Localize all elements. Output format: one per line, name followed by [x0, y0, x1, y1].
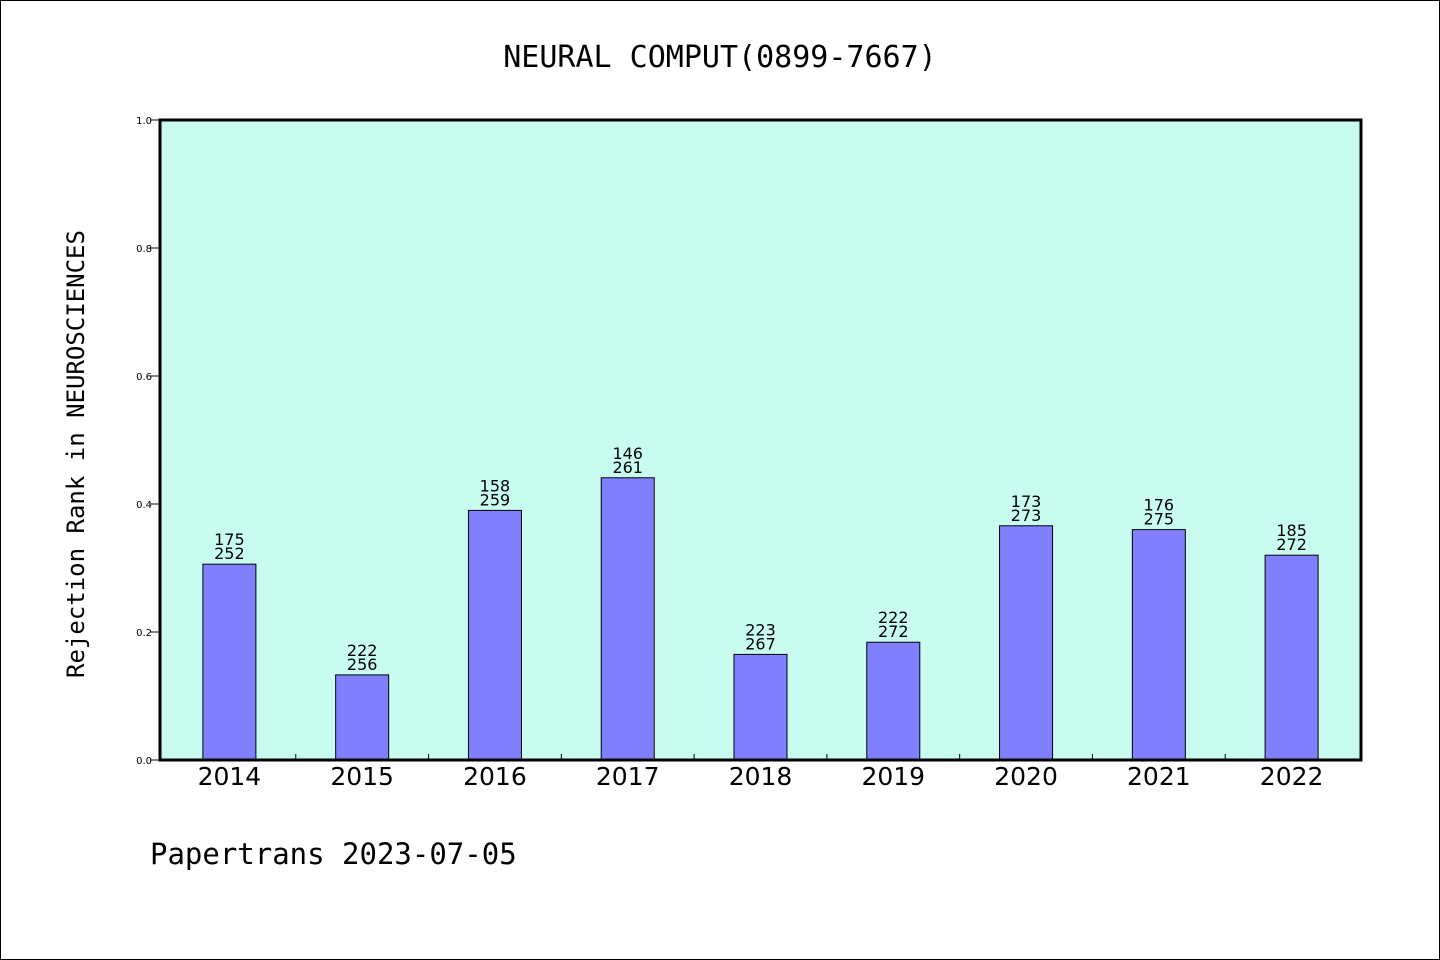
bar-2014: [202, 563, 257, 761]
y-tick-label: 0.6: [136, 372, 152, 383]
y-tick-label: 0.2: [136, 628, 152, 639]
bar-label-top: 173: [1011, 492, 1042, 511]
bar-label-top: 223: [745, 620, 776, 639]
x-tick-label: 2017: [596, 762, 660, 791]
bar-label-top: 158: [480, 476, 511, 495]
bar-2015: [335, 674, 390, 761]
chart-title: NEURAL COMPUT(0899-7667): [503, 40, 936, 75]
x-tick-label: 2021: [1127, 762, 1191, 791]
bar-label-bottom: 272: [878, 622, 909, 641]
bar-label-top: 146: [612, 444, 643, 463]
bar-label-bottom: 252: [214, 544, 245, 563]
bar-label-bottom: 267: [745, 634, 776, 653]
x-tick-label: 2014: [198, 762, 262, 791]
bar-2021: [1131, 529, 1186, 761]
x-tick-label: 2019: [861, 762, 925, 791]
bar-label-bottom: 273: [1011, 506, 1042, 525]
x-tick-label: 2022: [1260, 762, 1324, 791]
bar-label-bottom: 256: [347, 655, 378, 674]
bar-label-top: 176: [1144, 496, 1175, 515]
y-tick-label: 0.0: [136, 756, 152, 767]
bar-2017: [600, 477, 655, 761]
bar-2022: [1264, 554, 1319, 761]
bar-label-bottom: 261: [612, 458, 643, 477]
x-axis: 2014 2015 2016 2017 2018 2019 2020 2021 2022: [198, 754, 1324, 791]
bar-label-top: 185: [1276, 521, 1307, 540]
bar-label-bottom: 259: [480, 490, 511, 509]
plot-border: [158, 118, 1363, 762]
x-tick-label: 2020: [994, 762, 1058, 791]
y-axis: 0.0 0.2 0.4 0.6 0.8 1.0: [136, 116, 160, 767]
y-tick-label: 0.8: [136, 244, 152, 255]
footer-text: Papertrans 2023-07-05: [150, 837, 517, 871]
bar-label-bottom: 275: [1144, 510, 1175, 529]
x-tick-label: 2018: [729, 762, 793, 791]
bar-2020: [999, 525, 1054, 761]
bar-2016: [467, 509, 522, 761]
x-tick-label: 2015: [330, 762, 394, 791]
bar-label-top: 175: [214, 530, 245, 549]
bar-2019: [866, 641, 921, 761]
y-axis-label: Rejection Rank in NEUROSCIENCES: [62, 230, 90, 678]
bar-label-top: 222: [878, 608, 909, 627]
y-tick-label: 1.0: [136, 116, 152, 127]
bar-label-top: 222: [347, 641, 378, 660]
bar-label-bottom: 272: [1276, 535, 1307, 554]
bar-2018: [733, 653, 788, 761]
bar-series: 1752522222561582591462612232672222721732…: [202, 444, 1319, 761]
y-tick-label: 0.4: [136, 500, 152, 511]
x-tick-label: 2016: [463, 762, 527, 791]
